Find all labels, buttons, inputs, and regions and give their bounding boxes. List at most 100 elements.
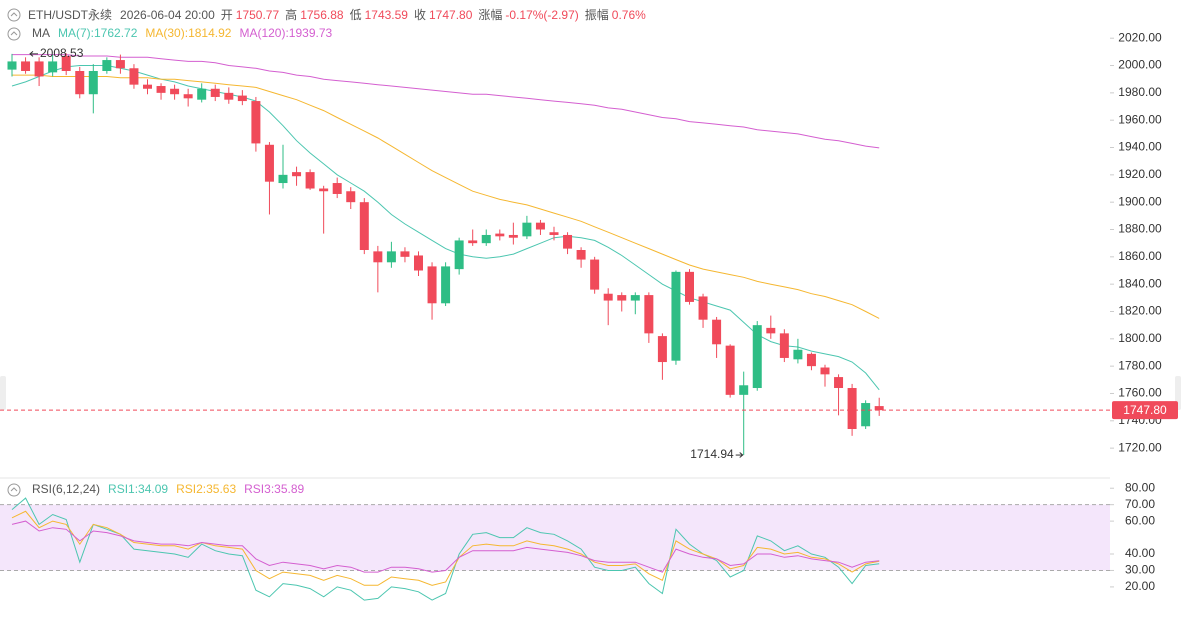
- candle-body: [563, 234, 573, 249]
- y-tick-label: 20.00: [1125, 579, 1155, 593]
- chevron: [10, 487, 18, 492]
- y-tick-label: 2000.00: [1118, 58, 1162, 72]
- candle-body: [495, 233, 505, 237]
- header-value: 1750.77: [236, 8, 280, 22]
- y-tick-label: 30.00: [1125, 563, 1155, 577]
- legend-entry: MA(120):1939.73: [239, 26, 332, 40]
- candle-body: [752, 325, 762, 389]
- symbol: ETH/USDT永续: [28, 8, 112, 22]
- header-label: 开: [221, 8, 233, 22]
- chevron: [10, 12, 18, 17]
- candle-body: [75, 70, 85, 95]
- candle-body: [373, 251, 383, 263]
- y-tick-label: 1780.00: [1118, 358, 1162, 372]
- candle-body: [102, 60, 112, 71]
- y-tick-label: 1920.00: [1118, 167, 1162, 181]
- header-value: 1756.88: [300, 8, 344, 22]
- header-label: 低: [350, 8, 362, 22]
- header-value: -0.17%(-2.97): [505, 8, 578, 22]
- price-panel: 1720.001740.001760.001780.001800.001820.…: [0, 30, 1178, 461]
- y-tick-label: 1960.00: [1118, 112, 1162, 126]
- candle-body: [386, 251, 396, 263]
- candle-body: [549, 232, 559, 235]
- candle-body: [414, 255, 423, 271]
- candle-body: [156, 86, 166, 93]
- candle-body: [820, 367, 830, 375]
- arrow-head: [29, 50, 34, 57]
- datetime: 2026-06-04 20:00: [120, 8, 215, 22]
- collapse-icon[interactable]: [7, 8, 21, 22]
- y-tick-label: 1860.00: [1118, 249, 1162, 263]
- rsi-line: [11, 497, 880, 601]
- candle-body: [522, 222, 532, 237]
- y-tick-label: 1760.00: [1118, 386, 1162, 400]
- candle-body: [793, 349, 803, 360]
- y-tick-label: 40.00: [1125, 546, 1155, 560]
- candle-body: [834, 377, 844, 389]
- rsi-band: [0, 504, 1110, 571]
- candle-body: [88, 70, 98, 95]
- ma-line: [12, 74, 880, 319]
- candle-body: [292, 172, 302, 177]
- indicator-name: MA: [32, 26, 50, 40]
- last-price-box: [1112, 401, 1178, 420]
- candle-body: [468, 240, 478, 244]
- y-tick-label: 1880.00: [1118, 222, 1162, 236]
- candle-body: [685, 271, 694, 302]
- candle-body: [603, 293, 613, 301]
- candle-body: [535, 222, 545, 230]
- header-value: 1743.59: [365, 8, 409, 22]
- candle-body: [400, 251, 410, 257]
- candle-body: [34, 61, 44, 77]
- candle-body: [183, 94, 193, 99]
- candle-body: [346, 191, 356, 203]
- candle-body: [508, 234, 518, 238]
- legend-entry: MA(30):1814.92: [145, 26, 231, 40]
- candle-body: [644, 295, 654, 334]
- candle-body: [210, 88, 220, 97]
- scroll-left[interactable]: [0, 376, 6, 410]
- candle-body: [48, 61, 58, 73]
- candle-body: [779, 333, 789, 358]
- candle-body: [806, 353, 816, 367]
- candle-body: [657, 336, 667, 363]
- candle-body: [170, 88, 180, 95]
- candle-body: [21, 61, 31, 71]
- y-tick-label: 1720.00: [1118, 440, 1162, 454]
- candle-body: [630, 295, 640, 301]
- legend-entry: RSI3:35.89: [244, 482, 304, 496]
- chevron: [10, 31, 18, 36]
- candle-body: [332, 183, 342, 194]
- candle-body: [251, 101, 261, 144]
- last-price-label: 1747.80: [1123, 403, 1167, 417]
- candle-body: [454, 240, 464, 270]
- candle-body: [861, 403, 871, 427]
- candle-body: [237, 95, 247, 102]
- candle-body: [115, 60, 125, 69]
- indicator-name: RSI(6,12,24): [32, 482, 100, 496]
- candle-body: [481, 234, 491, 244]
- ma-line: [12, 54, 880, 149]
- collapse-icon[interactable]: [7, 27, 21, 41]
- y-tick-label: 1820.00: [1118, 304, 1162, 318]
- y-tick-label: 1900.00: [1118, 194, 1162, 208]
- legend-entry: RSI1:34.09: [108, 482, 168, 496]
- candle-body: [319, 188, 329, 192]
- candle-body: [712, 319, 722, 345]
- ma-line: [11, 65, 880, 391]
- rsi-line: [11, 510, 880, 586]
- candle-body: [278, 174, 288, 184]
- annotation-label: 1714.94: [690, 447, 734, 461]
- candle-body: [7, 61, 17, 70]
- collapse-icon[interactable]: [7, 483, 21, 497]
- candle-body: [698, 296, 708, 320]
- candle-body: [441, 266, 451, 304]
- ma-legend: MA MA(7):1762.72 MA(30):1814.92 MA(120):193…: [32, 26, 333, 40]
- y-tick-label: 60.00: [1125, 513, 1155, 527]
- candle-body: [359, 202, 369, 250]
- y-tick-label: 1980.00: [1118, 85, 1162, 99]
- header-label: 涨幅: [478, 7, 502, 22]
- rsi-legend: RSI(6,12,24) RSI1:34.09 RSI2:35.63 RSI3:35.…: [32, 482, 305, 496]
- candle-body: [617, 295, 627, 301]
- legend-entry: MA(7):1762.72: [58, 26, 138, 40]
